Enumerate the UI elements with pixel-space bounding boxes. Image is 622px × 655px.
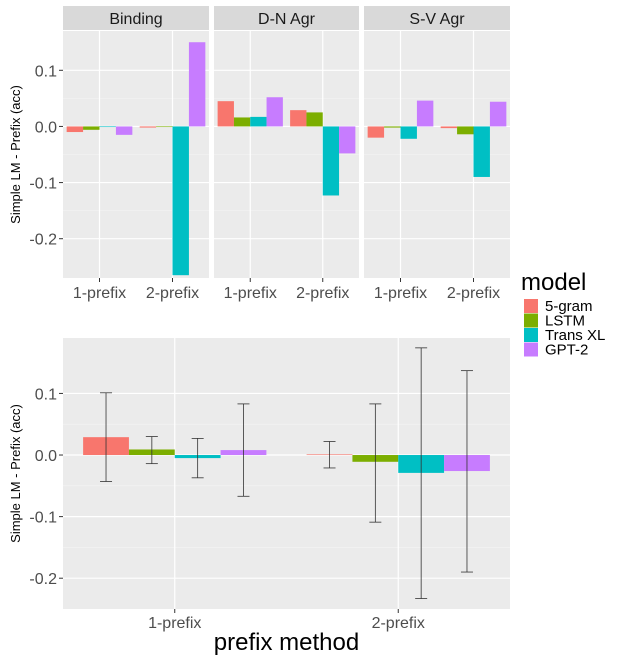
bar-trans-xl-1-prefix (250, 116, 267, 127)
panel-background (63, 338, 510, 609)
x-tick-label: 2-prefix (447, 285, 500, 302)
x-axis-title: prefix method (214, 629, 359, 655)
x-tick-label: 2-prefix (146, 285, 199, 302)
bar-gpt-2-1-prefix (115, 126, 133, 135)
y-tick-label: 0.1 (35, 63, 57, 80)
bar-5-gram-1-prefix (367, 126, 385, 138)
y-tick-label: -0.1 (29, 510, 57, 527)
bar-gpt-2-1-prefix (266, 97, 283, 127)
y-tick-label: -0.1 (29, 176, 57, 193)
legend-title: model (521, 269, 586, 296)
legend-label: Trans XL (545, 327, 605, 344)
bar-5-gram-1-prefix (217, 101, 234, 127)
y-tick-label: -0.2 (29, 232, 57, 249)
bar-lstm-1-prefix (83, 126, 100, 130)
legend-item-gpt-2: GPT-2 (524, 342, 588, 359)
facet-strip-label: Binding (109, 11, 162, 28)
facet-strip (214, 6, 359, 30)
x-tick-label: 1-prefix (224, 285, 277, 302)
bar-trans-xl-1-prefix (400, 126, 417, 139)
bar-lstm-1-prefix (233, 117, 251, 127)
bar-5-gram-2-prefix (290, 110, 307, 127)
legend-swatch (524, 313, 538, 328)
y-tick-label: -0.2 (29, 571, 57, 588)
bar-5-gram-2-prefix (139, 126, 157, 128)
bar-lstm-2-prefix (457, 126, 474, 135)
y-axis-title: Simple LM - Prefix (acc) (8, 404, 23, 543)
bar-trans-xl-1-prefix (99, 126, 116, 128)
bar-gpt-2-2-prefix (188, 42, 206, 127)
y-tick-label: 0.0 (35, 119, 57, 136)
legend-swatch (524, 342, 538, 357)
legend-item-5-gram: 5-gram (524, 298, 593, 315)
legend-item-trans-xl: Trans XL (524, 327, 605, 344)
bar-trans-xl-2-prefix (172, 126, 189, 276)
bar-gpt-2-2-prefix (489, 101, 507, 127)
facet-binding: Binding 1-prefix 2-prefix (63, 6, 209, 302)
bar-gpt-2-1-prefix (416, 100, 434, 127)
facet-strip-label: D-N Agr (258, 11, 316, 28)
facet-d-n-agr: D-N Agr 1-prefix 2-prefix (214, 6, 359, 302)
bar-lstm-2-prefix (156, 126, 173, 128)
facet-strip (63, 6, 209, 30)
y-tick-label: 0.1 (35, 386, 57, 403)
legend-label: LSTM (545, 313, 585, 330)
legend-label: GPT-2 (545, 342, 588, 359)
bar-trans-xl-2-prefix (473, 126, 490, 177)
top-faceted-chart: Binding 1-prefix 2-prefix D-N Agr 1-prefix 2-… (8, 6, 510, 302)
legend-swatch (524, 328, 538, 342)
y-tick-label: 0.0 (35, 448, 57, 465)
bar-trans-xl-2-prefix (322, 126, 340, 196)
bottom-error-bar-chart: 0.1 0.0 -0.1 -0.2 1-prefix 2-prefix Simple LM … (8, 338, 510, 655)
bar-5-gram-2-prefix (440, 126, 458, 129)
facet-strip (364, 6, 510, 30)
x-tick-label: 2-prefix (372, 615, 425, 632)
x-tick-label: 2-prefix (296, 285, 349, 302)
facet-strip-label: S-V Agr (409, 11, 465, 28)
legend-label: 5-gram (545, 298, 593, 315)
legend-swatch (524, 299, 538, 313)
bar-5-gram-1-prefix (66, 126, 84, 133)
x-tick-label: 1-prefix (148, 615, 201, 632)
x-tick-label: 1-prefix (73, 285, 126, 302)
legend-item-lstm: LSTM (524, 313, 585, 330)
bar-lstm-2-prefix (306, 112, 323, 127)
y-axis-title: Simple LM - Prefix (acc) (8, 85, 23, 224)
facet-s-v-agr: S-V Agr 1-prefix 2-prefix (364, 6, 510, 302)
x-tick-label: 1-prefix (374, 285, 427, 302)
bar-gpt-2-2-prefix (339, 126, 356, 154)
bar-lstm-1-prefix (384, 126, 401, 128)
